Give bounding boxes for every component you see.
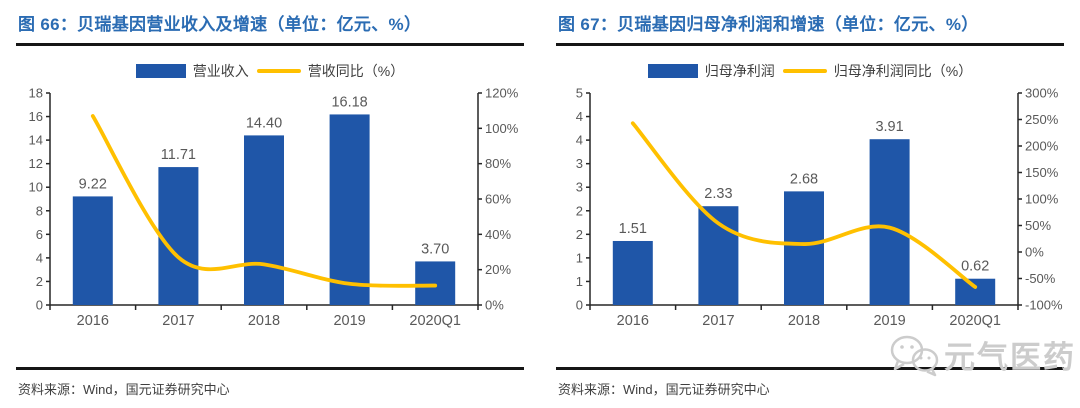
bar-value-label: 3.91 <box>875 119 903 135</box>
bar-value-label: 2.68 <box>790 171 818 187</box>
x-axis-category-label: 2018 <box>788 313 820 329</box>
legend-item-revenue: 营业收入 <box>135 61 249 81</box>
bar-swatch-icon <box>135 64 186 78</box>
left-axis-tick-label: 3 <box>576 156 583 171</box>
bar <box>784 191 824 305</box>
left-axis-tick-label: 0 <box>576 298 583 313</box>
left-axis-tick-label: 12 <box>29 156 43 171</box>
left-axis-tick-label: 3 <box>576 180 583 195</box>
left-axis-tick-label: 4 <box>36 250 43 265</box>
left-axis-tick-label: 4 <box>576 133 583 148</box>
right-axis-tick-label: 100% <box>1025 192 1059 207</box>
right-axis-tick-label: 300% <box>1025 86 1059 101</box>
bar <box>72 196 113 305</box>
figure-66-panel: 图 66：贝瑞基因营业收入及增速（单位：亿元、%） 营业收入 营收同比（%） 0… <box>16 8 524 408</box>
right-axis-tick-label: 200% <box>1025 139 1059 154</box>
left-axis-tick-label: 1 <box>576 274 583 289</box>
x-axis-category-label: 2019 <box>873 313 905 329</box>
bar <box>698 206 739 305</box>
right-axis-tick-label: 40% <box>485 227 511 242</box>
right-axis-tick-label: 80% <box>485 156 511 171</box>
bar <box>329 114 370 306</box>
left-axis-tick-label: 2 <box>36 274 43 289</box>
right-axis-tick-label: 20% <box>485 262 511 277</box>
right-axis-tick-label: 50% <box>1025 218 1051 233</box>
right-axis-tick-label: 60% <box>485 192 511 207</box>
figure-67-legend: 归母净利润 归母净利润同比（%） <box>556 61 1064 81</box>
left-axis-tick-label: 14 <box>29 133 43 148</box>
left-axis-tick-label: 18 <box>29 86 43 101</box>
bar-value-label: 16.18 <box>331 94 367 110</box>
left-axis-tick-label: 2 <box>576 203 583 218</box>
x-axis-category-label: 2019 <box>333 313 365 329</box>
x-axis-category-label: 2017 <box>162 313 194 329</box>
figure-67-title: 图 67：贝瑞基因归母净利润和增速（单位：亿元、%） <box>556 8 1064 46</box>
x-axis-category-label: 2017 <box>702 313 734 329</box>
legend-label: 归母净利润 <box>704 63 775 79</box>
line-swatch-icon <box>782 69 827 73</box>
right-axis-tick-label: -50% <box>1025 271 1056 286</box>
line-swatch-icon <box>256 69 301 73</box>
left-axis-tick-label: 6 <box>36 227 43 242</box>
figure-67-source: 资料来源：Wind，国元证券研究中心 <box>556 367 1064 408</box>
right-axis-tick-label: 0% <box>1025 245 1044 260</box>
right-axis-tick-label: -100% <box>1025 298 1063 313</box>
left-axis-tick-label: 0 <box>36 298 43 313</box>
legend-item-revenue-yoy: 营收同比（%） <box>256 61 405 81</box>
right-axis-tick-label: 150% <box>1025 165 1059 180</box>
legend-label: 归母净利润同比（%） <box>833 63 973 79</box>
legend-item-net-profit: 归母净利润 <box>647 61 775 81</box>
figure-66-legend: 营业收入 营收同比（%） <box>16 61 524 81</box>
bar-value-label: 1.51 <box>619 221 647 237</box>
right-axis-tick-label: 0% <box>485 298 504 313</box>
left-axis-tick-label: 5 <box>576 86 583 101</box>
bar-value-label: 0.62 <box>961 259 989 275</box>
figure-67-panel: 图 67：贝瑞基因归母净利润和增速（单位：亿元、%） 归母净利润 归母净利润同比… <box>540 0 1080 408</box>
bar <box>869 139 910 305</box>
right-axis-tick-label: 120% <box>485 86 519 101</box>
legend-item-net-profit-yoy: 归母净利润同比（%） <box>782 61 973 81</box>
bar-value-label: 3.70 <box>421 241 449 257</box>
bar-value-label: 9.22 <box>79 176 107 192</box>
bar <box>955 278 996 305</box>
bar-value-label: 11.71 <box>161 147 196 163</box>
left-axis-tick-label: 16 <box>29 109 43 124</box>
left-axis-tick-label: 8 <box>36 203 43 218</box>
left-axis-tick-label: 10 <box>29 180 43 195</box>
x-axis-category-label: 2020Q1 <box>409 313 461 329</box>
left-axis-tick-label: 1 <box>576 250 583 265</box>
figure-66-source: 资料来源：Wind，国元证券研究中心 <box>16 367 524 408</box>
figure-67-chart: 0 1 1 2 2 3 3 4 4 5 -100% -50% 0% 50% 100% 150% 200% 250%… <box>576 86 1063 330</box>
bar <box>244 135 284 305</box>
bar-value-label: 14.40 <box>246 115 282 131</box>
bar-value-label: 2.33 <box>704 186 732 202</box>
x-axis-category-label: 2016 <box>617 313 649 329</box>
right-axis-tick-label: 100% <box>485 121 519 136</box>
figure-66-title: 图 66：贝瑞基因营业收入及增速（单位：亿元、%） <box>16 8 524 46</box>
legend-label: 营收同比（%） <box>307 63 405 79</box>
x-axis-category-label: 2016 <box>77 313 109 329</box>
right-axis-tick-label: 250% <box>1025 112 1059 127</box>
figure-66-chart: 0 2 4 6 8 10 12 14 16 18 0% 20% 40% 60% 80% 100% 120% 201… <box>29 86 519 330</box>
yoy-line <box>630 121 978 289</box>
yoy-line <box>90 114 438 288</box>
bar-swatch-icon <box>647 64 698 78</box>
x-axis-category-label: 2020Q1 <box>949 313 1001 329</box>
left-axis-tick-label: 2 <box>576 227 583 242</box>
bar <box>415 261 456 305</box>
bar <box>158 167 199 305</box>
x-axis-category-label: 2018 <box>248 313 280 329</box>
legend-label: 营业收入 <box>192 63 249 79</box>
bar <box>612 240 653 305</box>
left-axis-tick-label: 4 <box>576 109 583 124</box>
